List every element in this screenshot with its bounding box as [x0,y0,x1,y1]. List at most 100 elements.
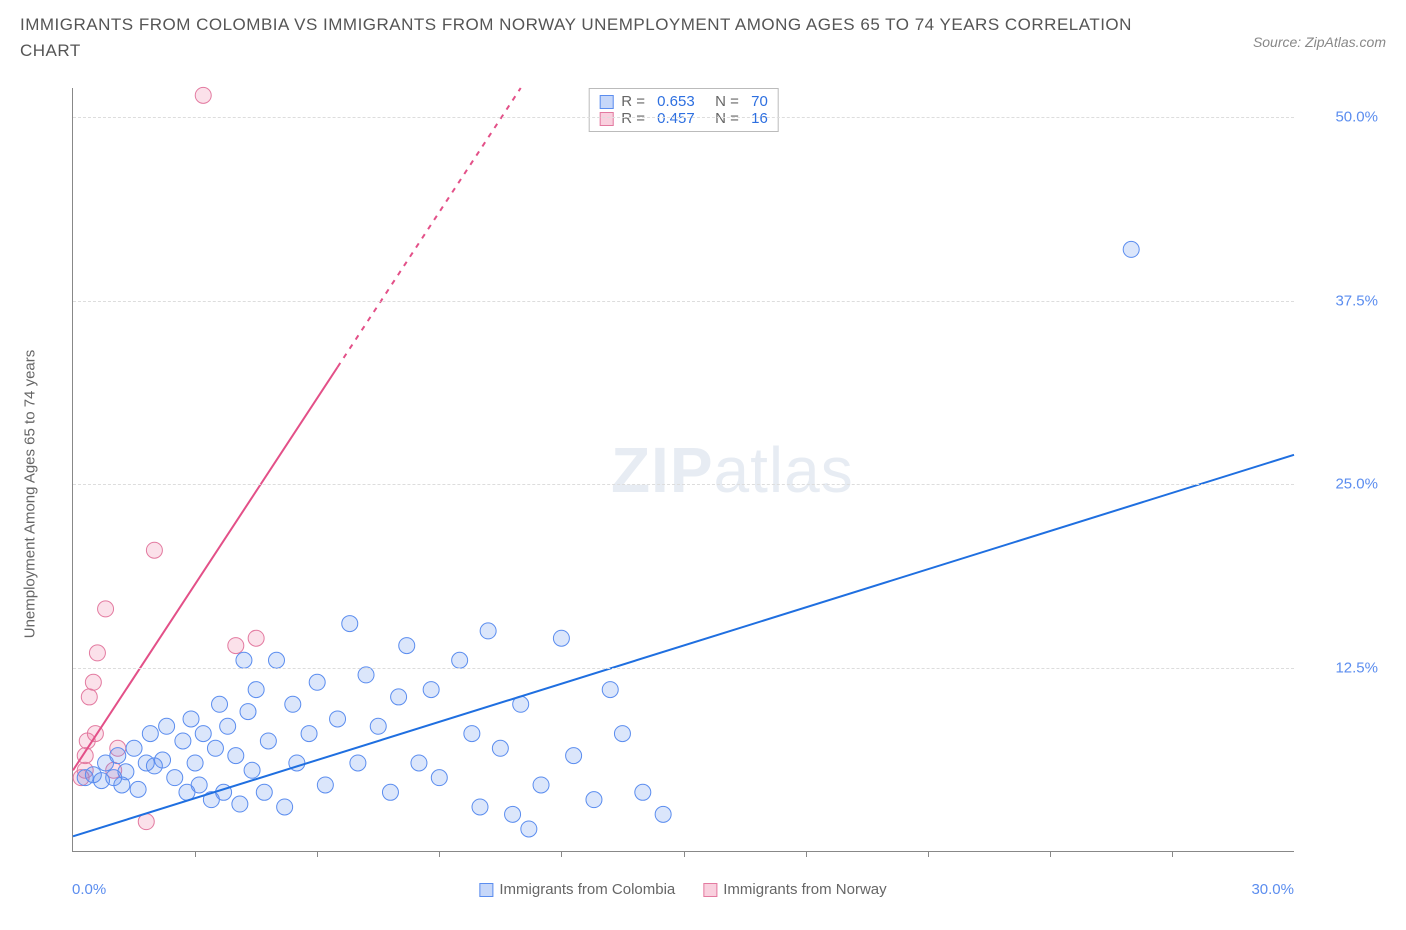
point-colombia [236,652,252,668]
point-colombia [342,616,358,632]
stats-row: R = 0.653 N = 70 [599,93,768,110]
point-colombia [207,740,223,756]
series-legend: Immigrants from Colombia Immigrants from … [479,881,886,898]
r-label: R = [621,110,649,127]
point-colombia [472,799,488,815]
point-colombia [232,796,248,812]
point-norway [85,674,101,690]
point-colombia [309,674,325,690]
legend-item: Immigrants from Norway [703,881,886,898]
point-colombia [244,762,260,778]
point-colombia [533,777,549,793]
point-colombia [212,696,228,712]
point-colombia [566,748,582,764]
point-colombia [301,726,317,742]
point-colombia [382,784,398,800]
y-tick-label: 37.5% [1335,292,1378,309]
point-colombia [553,630,569,646]
x-axis: 0.0% Immigrants from ColombiaImmigrants … [72,856,1294,900]
point-colombia [614,726,630,742]
point-colombia [126,740,142,756]
point-colombia [142,726,158,742]
point-colombia [399,638,415,654]
point-colombia [285,696,301,712]
point-colombia [492,740,508,756]
point-colombia [269,652,285,668]
point-colombia [358,667,374,683]
point-colombia [602,682,618,698]
y-tick-label: 50.0% [1335,109,1378,126]
stats-row: R = 0.457 N = 16 [599,110,768,127]
n-value: 70 [751,93,768,110]
chart-source: Source: ZipAtlas.com [1253,34,1386,50]
chart-title: IMMIGRANTS FROM COLOMBIA VS IMMIGRANTS F… [20,12,1140,63]
chart-area: Unemployment Among Ages 65 to 74 years Z… [30,88,1386,900]
point-colombia [248,682,264,698]
point-colombia [195,726,211,742]
n-label: N = [703,93,743,110]
point-colombia [521,821,537,837]
x-min-label: 0.0% [72,881,106,898]
plot-area: ZIPatlas R = 0.653 N = 70R = 0.457 N = 1… [72,88,1294,852]
point-colombia [110,748,126,764]
point-colombia [256,784,272,800]
point-colombia [155,752,171,768]
r-value: 0.457 [657,110,695,127]
point-colombia [167,770,183,786]
point-colombia [391,689,407,705]
gridline [73,301,1294,302]
legend-swatch [703,883,717,897]
point-colombia [130,781,146,797]
point-colombia [220,718,236,734]
point-colombia [159,718,175,734]
x-max-label: 30.0% [1251,881,1294,898]
point-norway [81,689,97,705]
gridline [73,668,1294,669]
point-colombia [330,711,346,727]
point-colombia [411,755,427,771]
stats-legend: R = 0.653 N = 70R = 0.457 N = 16 [588,88,779,132]
legend-swatch [599,112,613,126]
point-norway [248,630,264,646]
point-colombia [118,764,134,780]
point-norway [89,645,105,661]
y-axis-label: Unemployment Among Ages 65 to 74 years [22,350,39,639]
gridline [73,117,1294,118]
point-norway [228,638,244,654]
n-value: 16 [751,110,768,127]
point-colombia [317,777,333,793]
point-colombia [586,792,602,808]
point-colombia [240,704,256,720]
gridline [73,484,1294,485]
y-tick-label: 12.5% [1335,659,1378,676]
point-colombia [175,733,191,749]
point-colombia [423,682,439,698]
chart-header: IMMIGRANTS FROM COLOMBIA VS IMMIGRANTS F… [0,0,1406,63]
legend-swatch [599,95,613,109]
point-colombia [187,755,203,771]
point-colombia [350,755,366,771]
point-colombia [277,799,293,815]
r-value: 0.653 [657,93,695,110]
point-colombia [505,806,521,822]
legend-label: Immigrants from Norway [723,881,886,898]
point-colombia [183,711,199,727]
plot-svg [73,88,1294,851]
point-colombia [464,726,480,742]
point-colombia [431,770,447,786]
n-label: N = [703,110,743,127]
legend-label: Immigrants from Colombia [499,881,675,898]
y-tick-label: 25.0% [1335,476,1378,493]
legend-swatch [479,883,493,897]
point-colombia [655,806,671,822]
legend-item: Immigrants from Colombia [479,881,675,898]
r-label: R = [621,93,649,110]
point-colombia [260,733,276,749]
point-colombia [191,777,207,793]
point-colombia [480,623,496,639]
point-norway [98,601,114,617]
point-colombia [635,784,651,800]
point-norway [146,542,162,558]
point-norway [195,87,211,103]
point-colombia [228,748,244,764]
